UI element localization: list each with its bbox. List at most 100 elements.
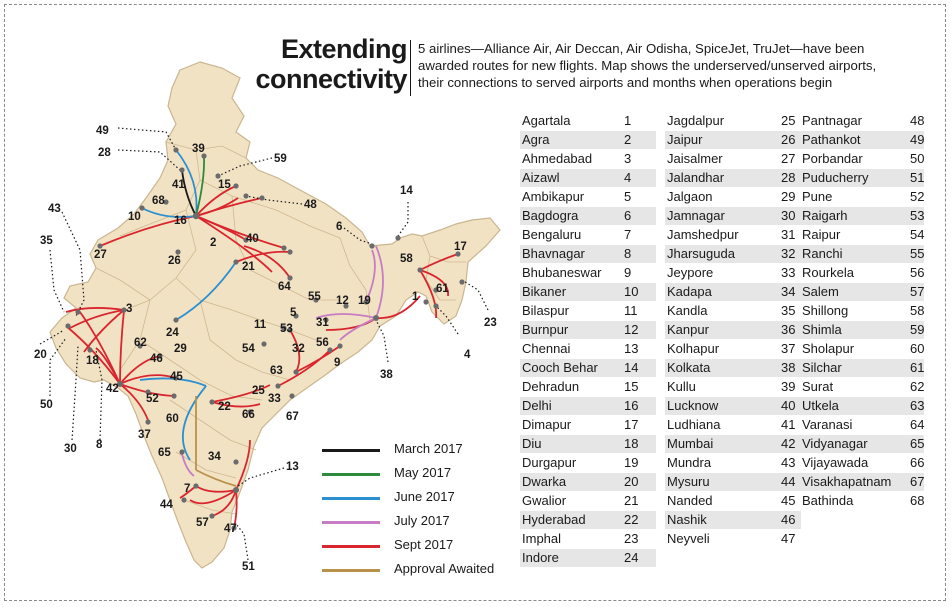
route-line xyxy=(235,439,251,491)
airport-number: 63 xyxy=(910,398,925,413)
airport-name: Burnpur xyxy=(522,322,569,337)
airport-row: Gwalior 21 xyxy=(520,492,656,510)
airport-row: Raigarh 53 xyxy=(800,207,924,225)
route-line xyxy=(175,261,237,321)
route-line xyxy=(99,215,197,247)
airport-name: Lucknow xyxy=(667,398,719,413)
map-label: 8 xyxy=(96,439,103,451)
subtitle-line-1: 5 airlines—Alliance Air, Air Deccan, Air… xyxy=(418,41,865,56)
airport-row: Lucknow 40 xyxy=(665,397,801,415)
map-label: 65 xyxy=(158,447,171,459)
leader-lines xyxy=(39,127,489,561)
airport-row: Ambikapur 5 xyxy=(520,188,656,206)
route-line xyxy=(289,329,301,373)
map-label: 13 xyxy=(286,461,299,473)
graphic-title: Extending connectivity xyxy=(251,34,407,94)
map-label: 19 xyxy=(358,295,371,307)
india-landmass xyxy=(49,61,501,569)
airport-dots xyxy=(65,147,465,531)
route-line xyxy=(182,385,207,461)
map-label: 42 xyxy=(106,383,119,395)
airport-name: Shillong xyxy=(802,303,849,318)
map-label: 34 xyxy=(208,451,221,463)
airport-name: Puducherry xyxy=(802,170,869,185)
routes-march xyxy=(181,169,197,217)
map-label: 47 xyxy=(224,523,237,535)
airport-number: 61 xyxy=(910,360,925,375)
airport-row: Bhubaneswar 9 xyxy=(520,264,656,282)
airport-row: Vijayawada 66 xyxy=(800,454,924,472)
airport-number: 60 xyxy=(910,341,925,356)
airport-row: Utkela 63 xyxy=(800,397,924,415)
airport-name: Kanpur xyxy=(667,322,709,337)
airport-name: Kolkata xyxy=(667,360,711,375)
airport-number: 43 xyxy=(781,455,796,470)
airport-name: Aizawl xyxy=(522,170,560,185)
airport-number: 26 xyxy=(781,132,796,147)
map-label: 23 xyxy=(484,317,497,329)
airport-row: Agartala 1 xyxy=(520,112,656,130)
legend-item-may: May 2017 xyxy=(322,464,522,484)
map-label: 50 xyxy=(40,399,53,411)
map-label: 63 xyxy=(270,365,283,377)
airport-name: Jharsuguda xyxy=(667,246,735,261)
airport-row: Kolhapur 37 xyxy=(665,340,801,358)
airport-number: 8 xyxy=(624,246,632,261)
airport-number: 9 xyxy=(624,265,632,280)
airport-name: Agartala xyxy=(522,113,571,128)
airport-name: Bilaspur xyxy=(522,303,569,318)
airport-number: 13 xyxy=(624,341,639,356)
map-label: 14 xyxy=(400,185,413,197)
route-line xyxy=(95,347,121,385)
airport-number: 37 xyxy=(781,341,796,356)
airport-row: Dehradun 15 xyxy=(520,378,656,396)
airport-number: 6 xyxy=(624,208,632,223)
airport-number: 33 xyxy=(781,265,796,280)
map-label: 17 xyxy=(454,241,467,253)
map-label: 46 xyxy=(150,353,163,365)
airport-row: Rourkela 56 xyxy=(800,264,924,282)
route-line xyxy=(181,169,197,217)
route-line xyxy=(419,253,459,271)
airport-row: Chennai 13 xyxy=(520,340,656,358)
airport-name: Raigarh xyxy=(802,208,848,223)
airport-name: Nashik xyxy=(667,512,707,527)
route-line xyxy=(243,245,291,279)
title-line-2: connectivity xyxy=(255,64,407,94)
map-label: 29 xyxy=(174,343,187,355)
airport-row: Ludhiana 41 xyxy=(665,416,801,434)
route-line xyxy=(65,325,121,385)
airport-row: Kanpur 36 xyxy=(665,321,801,339)
legend-item-march: March 2017 xyxy=(322,440,522,460)
airport-number: 2 xyxy=(624,132,632,147)
map-label: 7 xyxy=(184,483,190,495)
airport-name: Delhi xyxy=(522,398,552,413)
airport-number: 36 xyxy=(781,322,796,337)
legend-item-sept: Sept 2017 xyxy=(322,536,522,556)
airport-number: 40 xyxy=(781,398,796,413)
airport-row: Hyderabad 22 xyxy=(520,511,656,529)
map-label: 28 xyxy=(98,147,111,159)
legend-swatch xyxy=(322,497,380,500)
airport-number: 16 xyxy=(624,398,639,413)
airport-row: Dimapur 17 xyxy=(520,416,656,434)
airport-row: Surat 62 xyxy=(800,378,924,396)
airport-row: Mundra 43 xyxy=(665,454,801,472)
map-label: 41 xyxy=(172,179,185,191)
airport-row: Sholapur 60 xyxy=(800,340,924,358)
legend-swatch xyxy=(322,449,380,452)
route-line xyxy=(195,485,237,493)
airport-row: Jalgaon 29 xyxy=(665,188,801,206)
route-line xyxy=(195,155,205,217)
airport-row: Pune 52 xyxy=(800,188,924,206)
airport-name: Dehradun xyxy=(522,379,580,394)
map-label: 1 xyxy=(412,291,419,303)
map-label: 18 xyxy=(86,355,99,367)
airport-row: Jharsuguda 32 xyxy=(665,245,801,263)
map-label: 15 xyxy=(218,179,231,191)
map-label: 27 xyxy=(94,249,107,261)
airport-name: Shimla xyxy=(802,322,842,337)
airport-name: Sholapur xyxy=(802,341,855,356)
airport-number: 7 xyxy=(624,227,632,242)
airport-name: Rourkela xyxy=(802,265,855,280)
